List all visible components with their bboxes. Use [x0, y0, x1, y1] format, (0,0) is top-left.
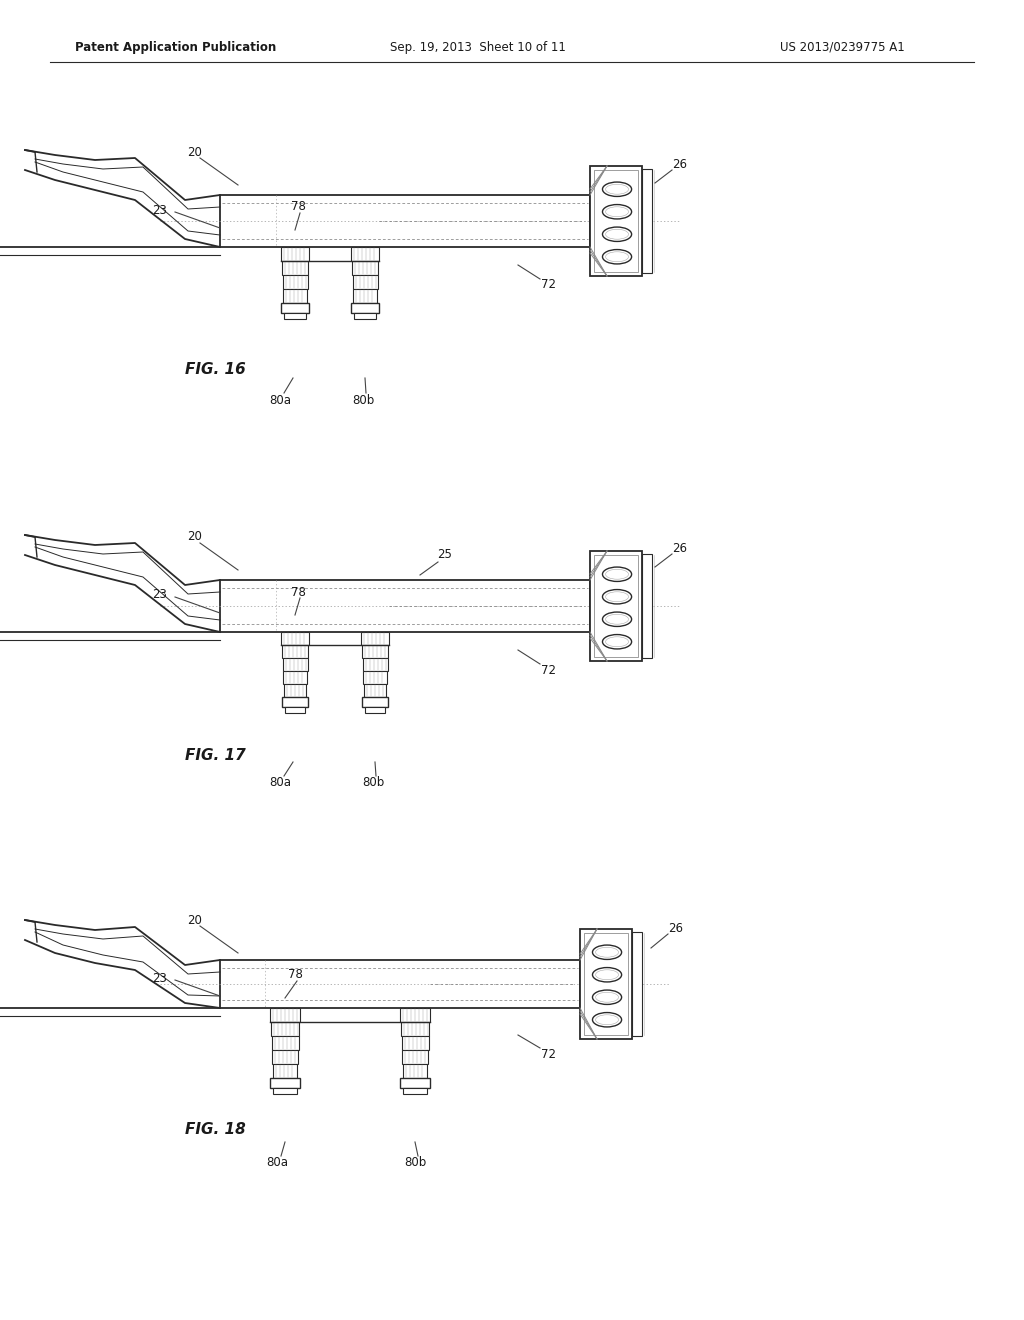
Bar [271, 1036, 299, 1049]
Text: 23: 23 [153, 589, 168, 602]
Bar [400, 1022, 429, 1036]
Text: 20: 20 [187, 145, 203, 158]
Bar [270, 1078, 300, 1088]
Bar [590, 166, 642, 276]
Bar [220, 195, 590, 247]
Bar [364, 671, 387, 684]
Bar [282, 261, 308, 275]
Bar [284, 671, 307, 684]
Bar [351, 304, 379, 313]
Bar [353, 289, 377, 304]
Text: 26: 26 [669, 921, 683, 935]
Bar [594, 170, 638, 272]
Text: 78: 78 [291, 586, 305, 598]
Bar [362, 697, 388, 708]
Text: 23: 23 [153, 203, 168, 216]
Text: 72: 72 [541, 1048, 555, 1061]
Bar [220, 960, 580, 1008]
Bar [642, 169, 652, 273]
Bar [285, 708, 305, 713]
Bar [403, 1088, 427, 1094]
Bar [281, 247, 309, 261]
Bar [584, 933, 628, 1035]
Text: 26: 26 [673, 541, 687, 554]
Text: 80a: 80a [269, 776, 291, 789]
Bar [365, 708, 385, 713]
Text: 78: 78 [291, 201, 305, 214]
Text: 78: 78 [288, 969, 302, 982]
Bar [273, 1088, 297, 1094]
Text: 25: 25 [437, 549, 453, 561]
Text: US 2013/0239775 A1: US 2013/0239775 A1 [780, 41, 905, 54]
Bar [642, 554, 652, 657]
Bar [351, 247, 379, 261]
Text: FIG. 16: FIG. 16 [184, 363, 246, 378]
Bar [283, 275, 307, 289]
Text: 80b: 80b [361, 776, 384, 789]
Bar [400, 1008, 430, 1022]
Bar [364, 684, 386, 697]
Text: 26: 26 [673, 158, 687, 172]
Bar [282, 697, 308, 708]
Bar [220, 579, 590, 632]
Bar [272, 1049, 298, 1064]
Text: 80b: 80b [352, 393, 374, 407]
Bar [403, 1064, 427, 1078]
Bar [632, 932, 642, 1036]
Bar [354, 313, 376, 319]
Bar [400, 1078, 430, 1088]
Bar [284, 289, 307, 304]
Bar [270, 1022, 299, 1036]
Text: 72: 72 [541, 279, 555, 292]
Bar [580, 929, 632, 1039]
Text: Patent Application Publication: Patent Application Publication [75, 41, 276, 54]
Bar [401, 1036, 428, 1049]
Text: Sep. 19, 2013  Sheet 10 of 11: Sep. 19, 2013 Sheet 10 of 11 [390, 41, 566, 54]
Text: FIG. 17: FIG. 17 [184, 747, 246, 763]
Text: 80b: 80b [403, 1156, 426, 1170]
Bar [362, 657, 387, 671]
Bar [594, 554, 638, 657]
Text: 20: 20 [187, 913, 203, 927]
Text: 80a: 80a [269, 393, 291, 407]
Text: FIG. 18: FIG. 18 [184, 1122, 246, 1138]
Bar [282, 645, 308, 657]
Bar [361, 632, 389, 645]
Text: 72: 72 [541, 664, 555, 676]
Bar [352, 261, 378, 275]
Bar [273, 1064, 297, 1078]
Text: 80a: 80a [266, 1156, 288, 1170]
Bar [284, 313, 306, 319]
Text: 20: 20 [187, 531, 203, 544]
Bar [281, 632, 309, 645]
Bar [590, 550, 642, 661]
Bar [283, 657, 307, 671]
Bar [352, 275, 378, 289]
Bar [361, 645, 388, 657]
Text: 23: 23 [153, 972, 168, 985]
Bar [281, 304, 309, 313]
Bar [402, 1049, 428, 1064]
Bar [284, 684, 306, 697]
Bar [270, 1008, 300, 1022]
